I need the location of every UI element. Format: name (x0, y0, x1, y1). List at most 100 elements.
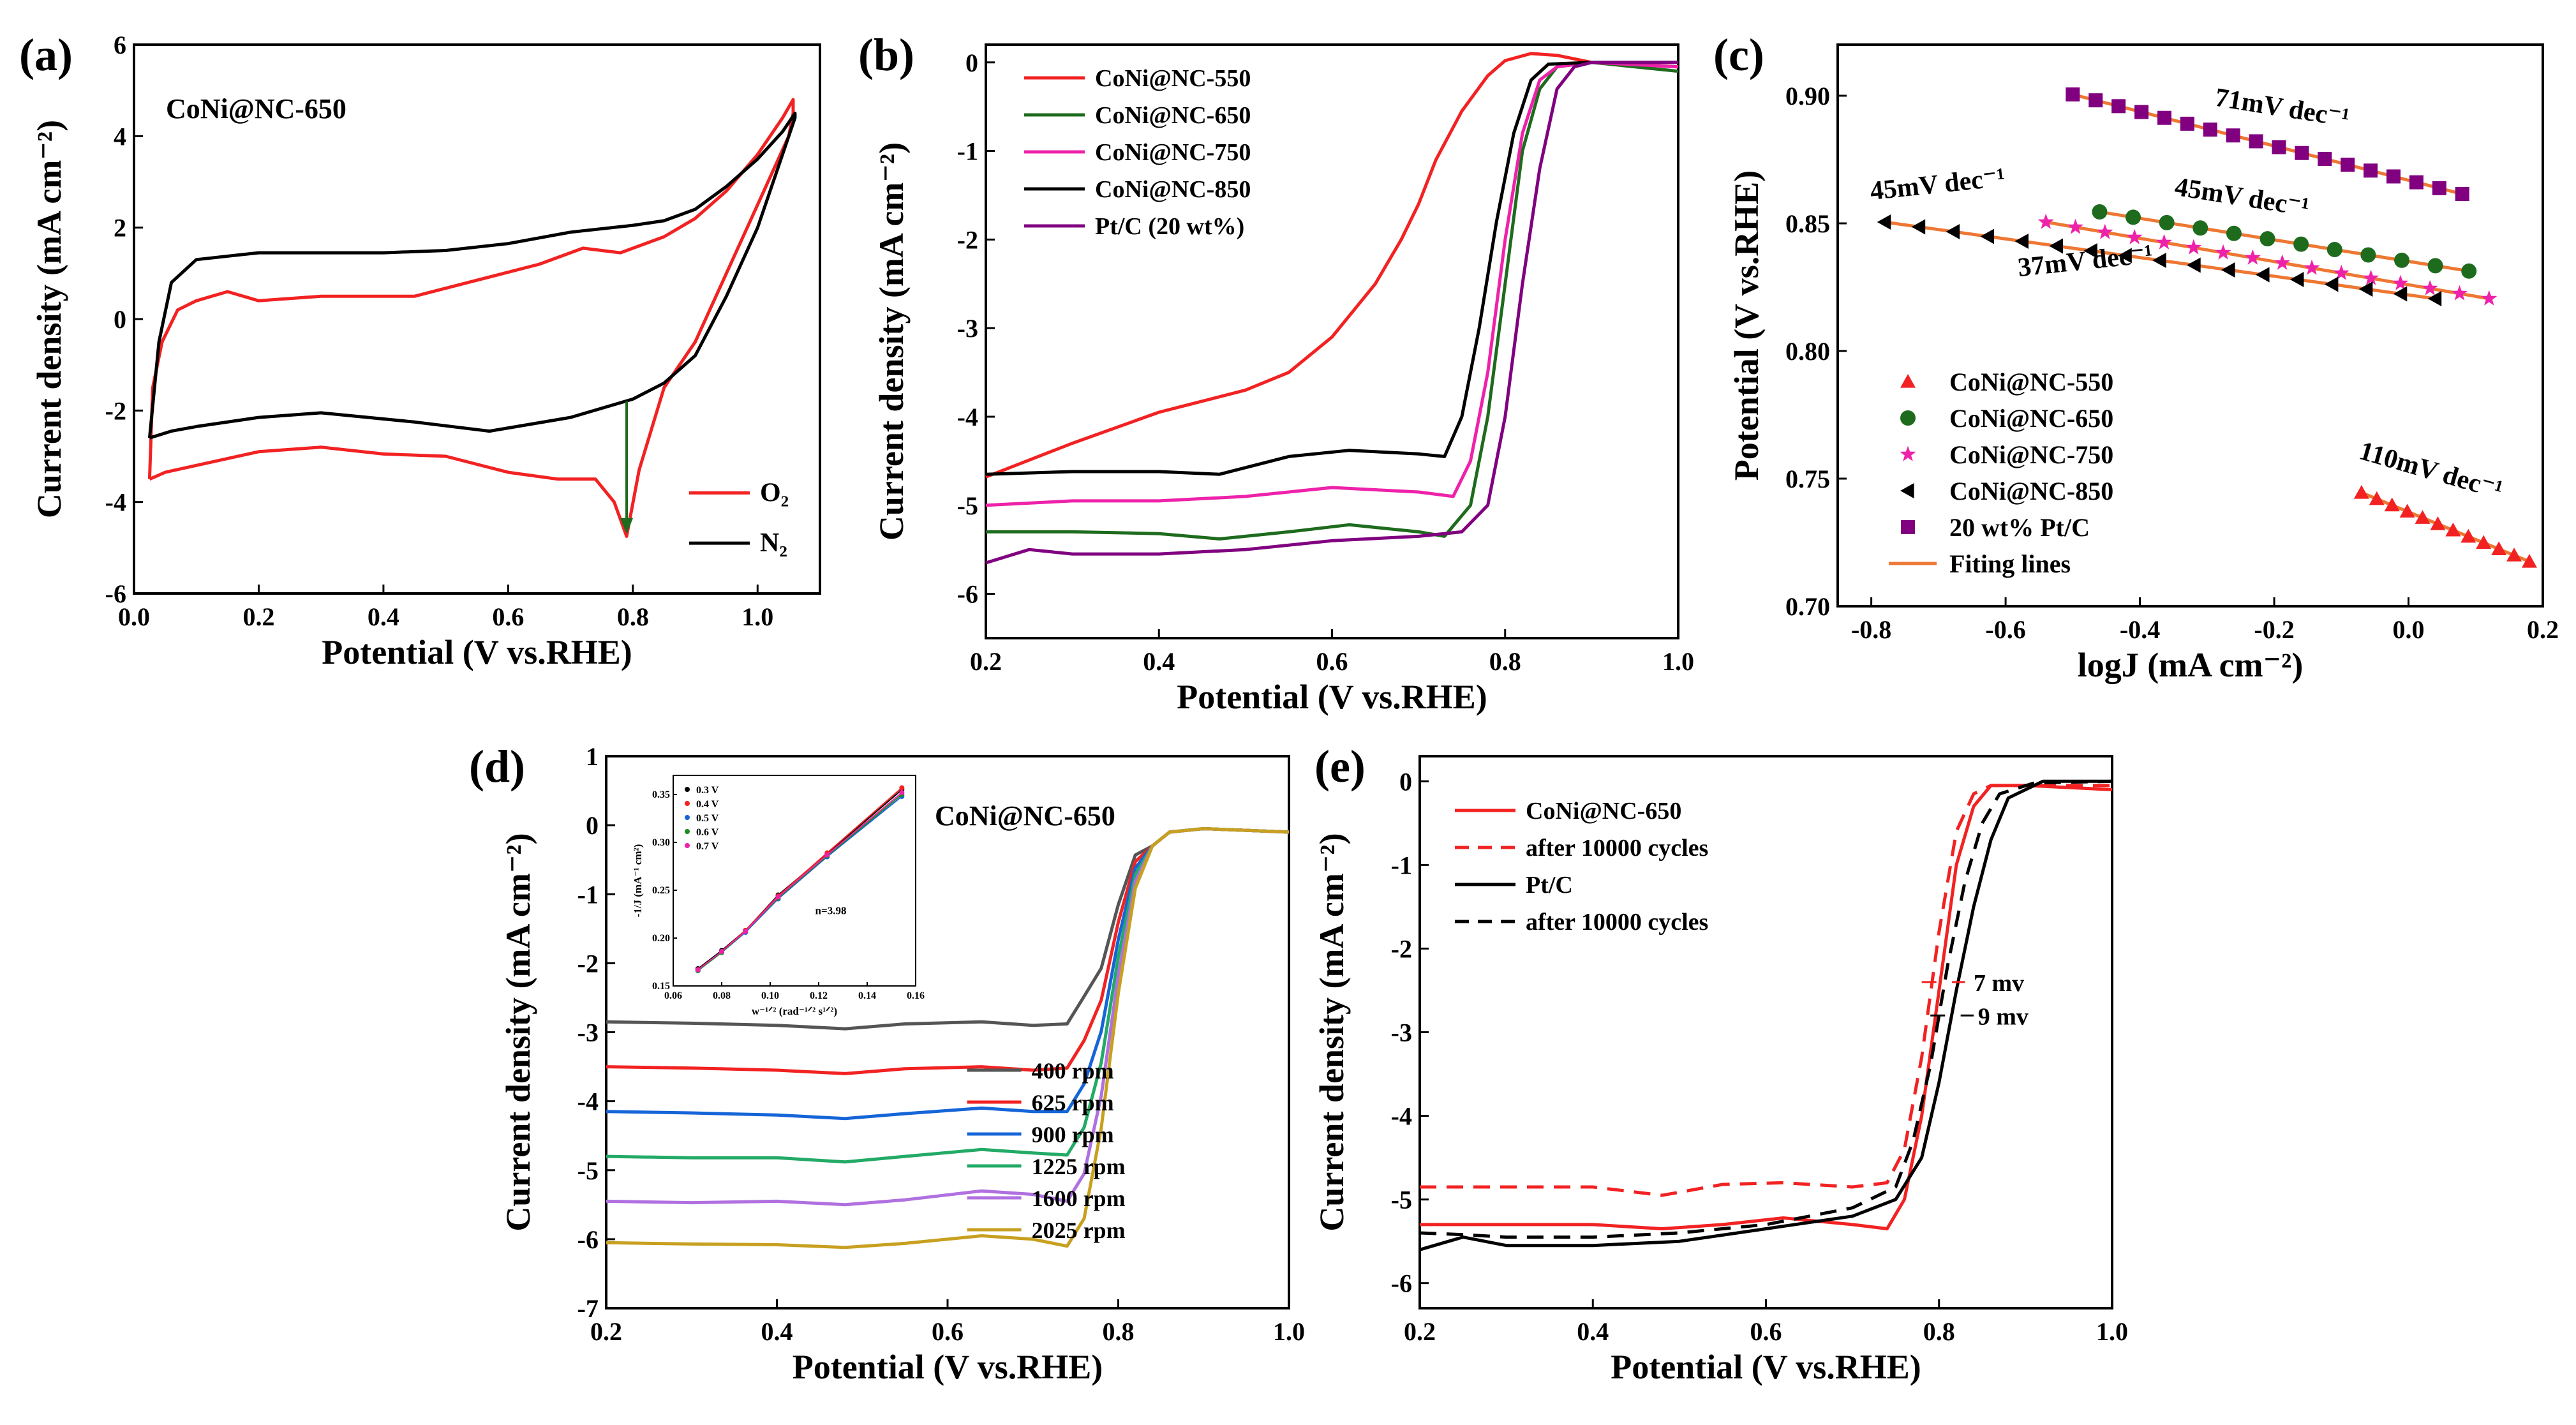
data-point (2461, 528, 2476, 543)
data-point (2394, 252, 2409, 268)
stability-curve (1420, 784, 2112, 1197)
data-point (2134, 105, 2149, 119)
data-point (2393, 286, 2408, 302)
y-tick-label: -6 (577, 1225, 599, 1254)
x-tick-label: 0.4 (761, 1317, 793, 1346)
x-tick-label: 1.0 (2096, 1317, 2128, 1346)
data-point (1900, 483, 1914, 498)
data-point (2422, 280, 2438, 295)
x-tick-label: 0.8 (1923, 1317, 1955, 1346)
data-point (2249, 134, 2263, 149)
x-tick-label: 0.0 (2393, 615, 2425, 644)
x-tick-label: 0.8 (617, 602, 649, 631)
y-tick-label: 1 (586, 742, 599, 771)
kl-point (775, 894, 781, 900)
data-point (1980, 228, 1995, 244)
data-point (2392, 274, 2409, 290)
panel-e: 0.2 0.4 0.6 0.8 1.0 0 -1 -2 -3 -4 -5 -6 Potential (V… (1313, 741, 2128, 1386)
y-tick-label: 0.90 (1785, 82, 1830, 110)
legend-label: N₂ (760, 528, 787, 558)
data-point (2384, 497, 2400, 512)
x-tick-label: 0.4 (1143, 647, 1175, 676)
data-point (2409, 175, 2423, 190)
data-point (2193, 220, 2208, 236)
kl-point (899, 785, 905, 791)
data-point (2083, 243, 2097, 258)
y-tick-label: 0.75 (1785, 465, 1830, 493)
data-point (2289, 272, 2304, 287)
data-point (2364, 163, 2378, 178)
x-axis-label: Potential (V vs.RHE) (322, 633, 632, 671)
data-point (2157, 110, 2171, 125)
legend-label: 20 wt% Pt/C (1949, 513, 2090, 542)
slope-label: 37mV dec⁻¹ (2016, 239, 2154, 283)
data-point (2097, 223, 2113, 239)
data-point (2353, 485, 2369, 499)
inset-y-label: -1/J (mA⁻¹ cm²) (632, 844, 644, 918)
data-point (2092, 204, 2108, 220)
data-point (1911, 219, 1926, 235)
y-tick-label: -1 (1391, 851, 1412, 879)
panel-a: 0.0 0.2 0.4 0.6 0.8 1.0 -6 -4 -2 0 2 4 6 Potential (V… (19, 29, 821, 671)
legend-label: Fiting lines (1949, 549, 2071, 578)
data-point (2126, 209, 2141, 225)
kl-point (695, 967, 701, 973)
y-tick-label: -5 (577, 1156, 599, 1185)
y-tick-label: -4 (577, 1087, 599, 1116)
data-point (2521, 554, 2537, 568)
data-point (1877, 214, 1891, 230)
y-tick-label: -6 (1391, 1269, 1412, 1298)
data-point (2067, 218, 2084, 234)
plot-frame (985, 43, 1679, 639)
data-point (2187, 257, 2201, 273)
inset-x-tick-label: 0.16 (907, 990, 925, 1001)
panel-label: (a) (19, 29, 73, 80)
legend-label: CoNi@NC-650 (1949, 404, 2113, 433)
panel-label: (b) (858, 29, 914, 80)
plot-frame (1836, 43, 2544, 608)
data-point (2066, 87, 2080, 101)
plot-frame (133, 43, 821, 595)
y-tick-label: -2 (1391, 934, 1412, 963)
x-axis-label: logJ (mA cm⁻²) (2078, 646, 2304, 684)
x-tick-label: 0.4 (368, 602, 399, 631)
kl-point (743, 929, 748, 934)
inset-x-tick-label: 0.10 (761, 990, 779, 1001)
slope-label: 45mV dec⁻¹ (1868, 163, 2006, 206)
data-point (2215, 244, 2231, 260)
data-point (2360, 247, 2376, 263)
x-tick-label: 0.2 (2527, 615, 2559, 644)
legend-label: CoNi@NC-850 (1949, 477, 2113, 505)
panel-d: 0.2 0.4 0.6 0.8 1.0 1 0 -1 -2 -3 -4 -5 -6 -7 Potential… (469, 741, 1305, 1386)
cv-curve (147, 98, 795, 538)
data-point (2118, 248, 2132, 264)
legend-label: CoNi@NC-850 (1095, 176, 1251, 203)
kl-inset: 0.06 0.08 0.10 0.12 0.14 0.16 0.15 0.20 0.25 0.30… (632, 775, 925, 1017)
x-tick-label: 0.2 (242, 602, 274, 631)
lsv-curve (985, 61, 1678, 565)
inset-legend-marker (685, 815, 690, 820)
x-tick-label: 0.2 (970, 647, 1002, 676)
kl-point (899, 790, 905, 795)
data-point (1900, 445, 1916, 461)
data-point (2318, 151, 2332, 166)
data-point (2327, 242, 2342, 258)
data-point (1900, 374, 1916, 388)
y-tick-label: 0 (114, 305, 126, 334)
data-point (2452, 285, 2468, 301)
x-tick-label: 0.8 (1103, 1317, 1135, 1346)
y-tick-label: -3 (1391, 1018, 1412, 1047)
legend-label: CoNi@NC-750 (1949, 440, 2113, 469)
data-point (2415, 510, 2431, 524)
y-tick-label: -5 (957, 491, 978, 520)
x-tick-label: -0.4 (2120, 615, 2160, 644)
data-point (2341, 158, 2355, 172)
x-tick-label: 0.6 (1316, 647, 1348, 676)
x-axis-label: Potential (V vs.RHE) (1177, 678, 1487, 716)
data-point (2155, 234, 2172, 250)
shift-label: 7 mv (1974, 970, 2024, 997)
y-tick-label: -2 (105, 396, 126, 425)
y-tick-label: 2 (114, 214, 126, 242)
data-point (2363, 269, 2379, 285)
y-axis-label: Current density (mA cm⁻²) (872, 142, 911, 541)
